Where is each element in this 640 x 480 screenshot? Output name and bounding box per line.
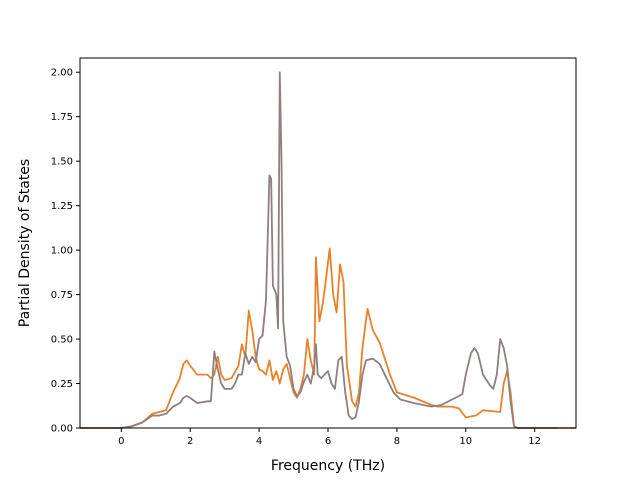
series-line-1 [80,247,576,429]
y-tick-label: 1.00 [51,246,73,257]
x-tick-label: 4 [256,436,262,447]
y-tick-label: 0.00 [51,424,73,435]
x-tick-label: 10 [459,436,472,447]
series-line-2 [80,71,558,429]
y-axis-label: Partial Density of States [17,159,33,327]
y-tick-label: 0.75 [51,290,73,301]
y-tick-label: 0.50 [51,335,73,346]
x-tick-label: 6 [325,436,331,447]
plot-frame [79,57,577,429]
x-axis-label: Frequency (THz) [271,458,385,474]
y-tick-label: 2.00 [51,68,73,79]
x-tick-label: 12 [528,436,541,447]
y-axis-ticks: 0.00 0.25 0.50 0.75 1.00 1.25 1.50 1.75 2.00 [51,68,80,435]
series-layer [80,71,576,429]
y-tick-label: 1.75 [51,112,73,123]
y-tick-label: 1.50 [51,157,73,168]
y-tick-label: 1.25 [51,201,73,212]
x-tick-label: 0 [118,436,124,447]
x-tick-label: 8 [394,436,400,447]
x-tick-label: 2 [187,436,193,447]
x-axis-ticks: 0 2 4 6 8 10 12 [118,428,541,447]
y-tick-label: 0.25 [51,379,73,390]
